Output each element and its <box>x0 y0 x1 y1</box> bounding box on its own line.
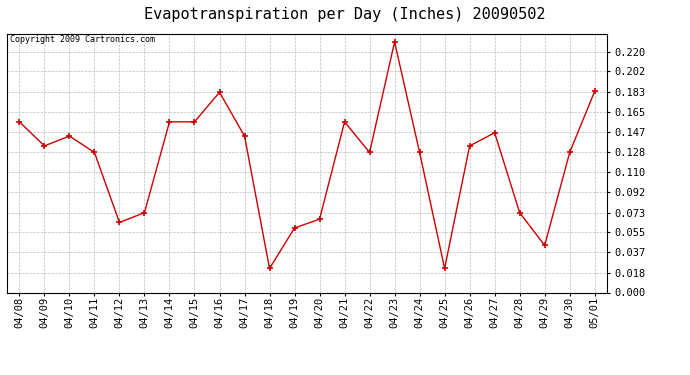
Text: Evapotranspiration per Day (Inches) 20090502: Evapotranspiration per Day (Inches) 2009… <box>144 8 546 22</box>
Text: Copyright 2009 Cartronics.com: Copyright 2009 Cartronics.com <box>10 35 155 44</box>
